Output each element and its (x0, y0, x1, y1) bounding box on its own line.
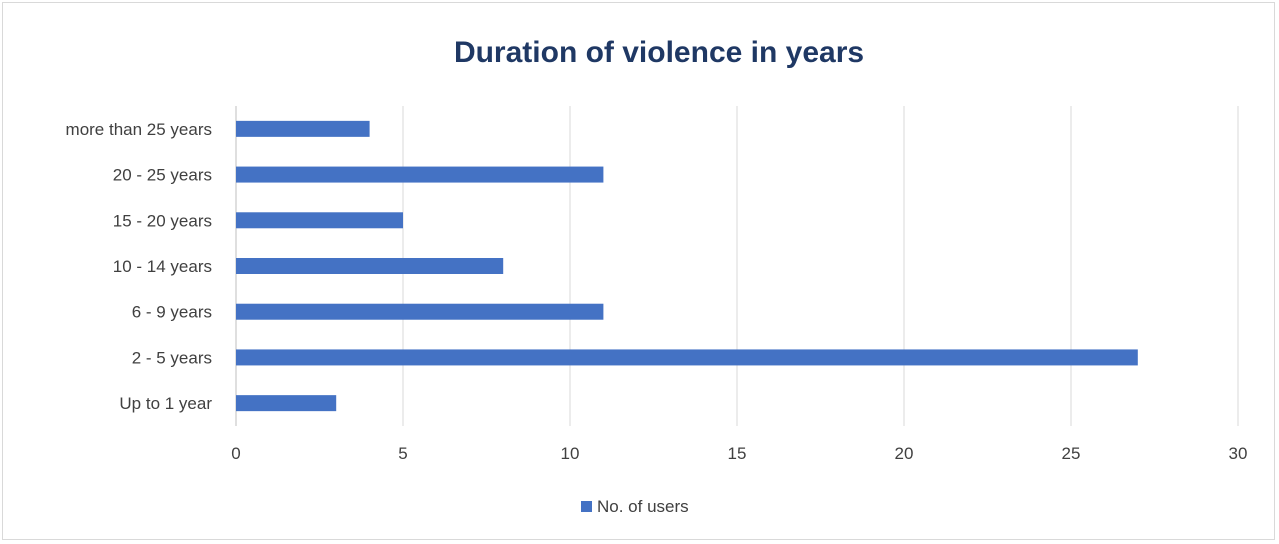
x-tick-label: 30 (1229, 444, 1248, 463)
x-tick-label: 25 (1062, 444, 1081, 463)
gridlines (235, 106, 1239, 426)
x-tick-label: 0 (231, 444, 240, 463)
bar (236, 395, 337, 412)
bar (236, 349, 1138, 366)
category-label: 15 - 20 years (113, 211, 212, 230)
x-tick-label: 5 (398, 444, 407, 463)
legend: No. of users (581, 497, 689, 516)
category-label: 20 - 25 years (113, 166, 212, 185)
x-tick-label: 10 (561, 444, 580, 463)
x-tick-labels: 0 5 10 15 20 25 30 (231, 444, 1247, 463)
category-label: Up to 1 year (119, 394, 212, 413)
legend-swatch (581, 501, 592, 512)
category-label: 10 - 14 years (113, 257, 212, 276)
bars (236, 120, 1138, 412)
bar (236, 303, 604, 320)
legend-label: No. of users (597, 497, 689, 516)
category-label: 6 - 9 years (132, 303, 212, 322)
category-label: more than 25 years (66, 120, 212, 139)
x-tick-label: 15 (728, 444, 747, 463)
bar (236, 212, 403, 229)
chart-title: Duration of violence in years (454, 36, 864, 69)
category-labels: Up to 1 year 2 - 5 years 6 - 9 years 10 - 1… (66, 120, 213, 413)
bar (236, 258, 504, 274)
category-label: 2 - 5 years (132, 348, 212, 367)
x-tick-label: 20 (895, 444, 914, 463)
bar (236, 120, 370, 137)
bar (236, 166, 604, 183)
